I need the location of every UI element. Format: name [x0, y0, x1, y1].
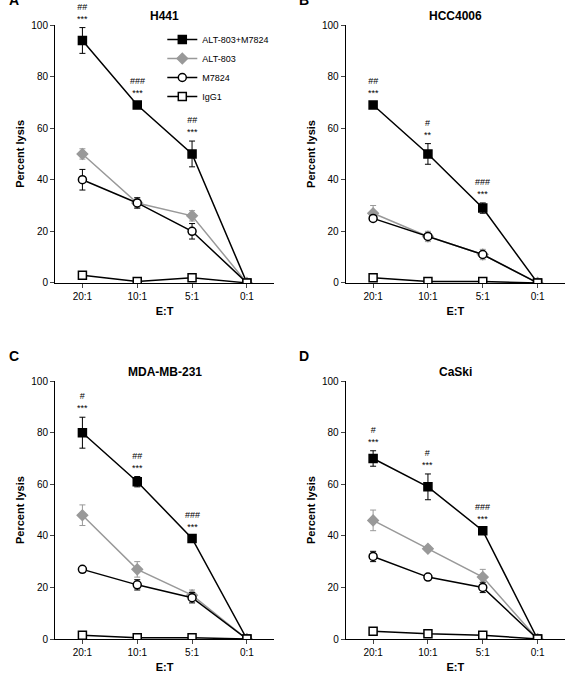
svg-text:60: 60	[328, 479, 340, 490]
svg-text:Percent lysis: Percent lysis	[14, 476, 26, 544]
svg-text:##***: ##***	[187, 115, 198, 137]
svg-text:IgG1: IgG1	[202, 92, 222, 102]
svg-text:MDA-MB-231: MDA-MB-231	[128, 365, 202, 379]
svg-text:#***: #***	[77, 391, 88, 413]
svg-text:20: 20	[37, 582, 49, 593]
svg-text:Percent lysis: Percent lysis	[305, 120, 317, 188]
svg-text:40: 40	[328, 174, 340, 185]
svg-text:CaSki: CaSki	[439, 365, 472, 379]
svg-text:100: 100	[322, 20, 339, 31]
svg-text:0: 0	[333, 277, 339, 288]
svg-text:40: 40	[37, 174, 49, 185]
svg-text:40: 40	[328, 530, 340, 541]
svg-text:80: 80	[328, 427, 340, 438]
svg-text:Percent lysis: Percent lysis	[14, 120, 26, 188]
svg-text:HCC4006: HCC4006	[429, 9, 482, 23]
svg-text:E:T: E:T	[156, 661, 174, 673]
svg-text:80: 80	[37, 427, 49, 438]
svg-text:##***: ##***	[368, 76, 379, 98]
svg-text:E:T: E:T	[156, 305, 174, 317]
svg-text:0: 0	[42, 277, 48, 288]
svg-text:#***: #***	[422, 448, 433, 470]
svg-text:###***: ###***	[475, 177, 490, 199]
svg-text:40: 40	[37, 530, 49, 541]
svg-text:20:1: 20:1	[363, 647, 383, 658]
svg-text:80: 80	[37, 71, 49, 82]
svg-text:0:1: 0:1	[240, 647, 254, 658]
svg-text:20: 20	[37, 226, 49, 237]
svg-text:20:1: 20:1	[73, 647, 93, 658]
svg-text:100: 100	[322, 376, 339, 387]
svg-text:B: B	[299, 0, 309, 8]
svg-text:###***: ###***	[475, 502, 490, 524]
svg-text:60: 60	[328, 123, 340, 134]
svg-text:##***: ##***	[132, 451, 143, 473]
svg-text:E:T: E:T	[446, 305, 464, 317]
svg-text:0: 0	[333, 634, 339, 645]
svg-text:##***: ##***	[77, 2, 88, 24]
svg-text:D: D	[299, 348, 309, 364]
svg-text:5:1: 5:1	[476, 647, 490, 658]
svg-text:0:1: 0:1	[531, 647, 545, 658]
svg-text:0:1: 0:1	[240, 291, 254, 302]
svg-text:0:1: 0:1	[531, 291, 545, 302]
svg-text:H441: H441	[150, 9, 179, 23]
svg-text:100: 100	[31, 376, 48, 387]
svg-text:20: 20	[328, 582, 340, 593]
svg-text:ALT-803+M7824: ALT-803+M7824	[202, 35, 268, 45]
svg-text:10:1: 10:1	[128, 291, 148, 302]
svg-text:Percent lysis: Percent lysis	[305, 476, 317, 544]
svg-text:E:T: E:T	[446, 661, 464, 673]
svg-text:80: 80	[328, 71, 340, 82]
svg-text:###***: ###***	[130, 76, 145, 98]
svg-text:20:1: 20:1	[73, 291, 93, 302]
svg-text:60: 60	[37, 123, 49, 134]
svg-text:10:1: 10:1	[128, 647, 148, 658]
svg-text:100: 100	[31, 20, 48, 31]
svg-text:10:1: 10:1	[418, 291, 438, 302]
svg-text:5:1: 5:1	[185, 647, 199, 658]
svg-text:#***: #***	[368, 425, 379, 447]
svg-text:20: 20	[328, 226, 340, 237]
svg-text:10:1: 10:1	[418, 647, 438, 658]
svg-text:A: A	[9, 0, 19, 8]
svg-text:ALT-803: ALT-803	[202, 54, 235, 64]
svg-text:5:1: 5:1	[185, 291, 199, 302]
svg-text:20:1: 20:1	[363, 291, 383, 302]
svg-text:###***: ###***	[185, 510, 200, 532]
svg-text:0: 0	[42, 634, 48, 645]
svg-text:60: 60	[37, 479, 49, 490]
svg-text:C: C	[9, 348, 19, 364]
svg-text:5:1: 5:1	[476, 291, 490, 302]
svg-text:M7824: M7824	[202, 73, 230, 83]
svg-text:#**: #**	[424, 118, 432, 140]
